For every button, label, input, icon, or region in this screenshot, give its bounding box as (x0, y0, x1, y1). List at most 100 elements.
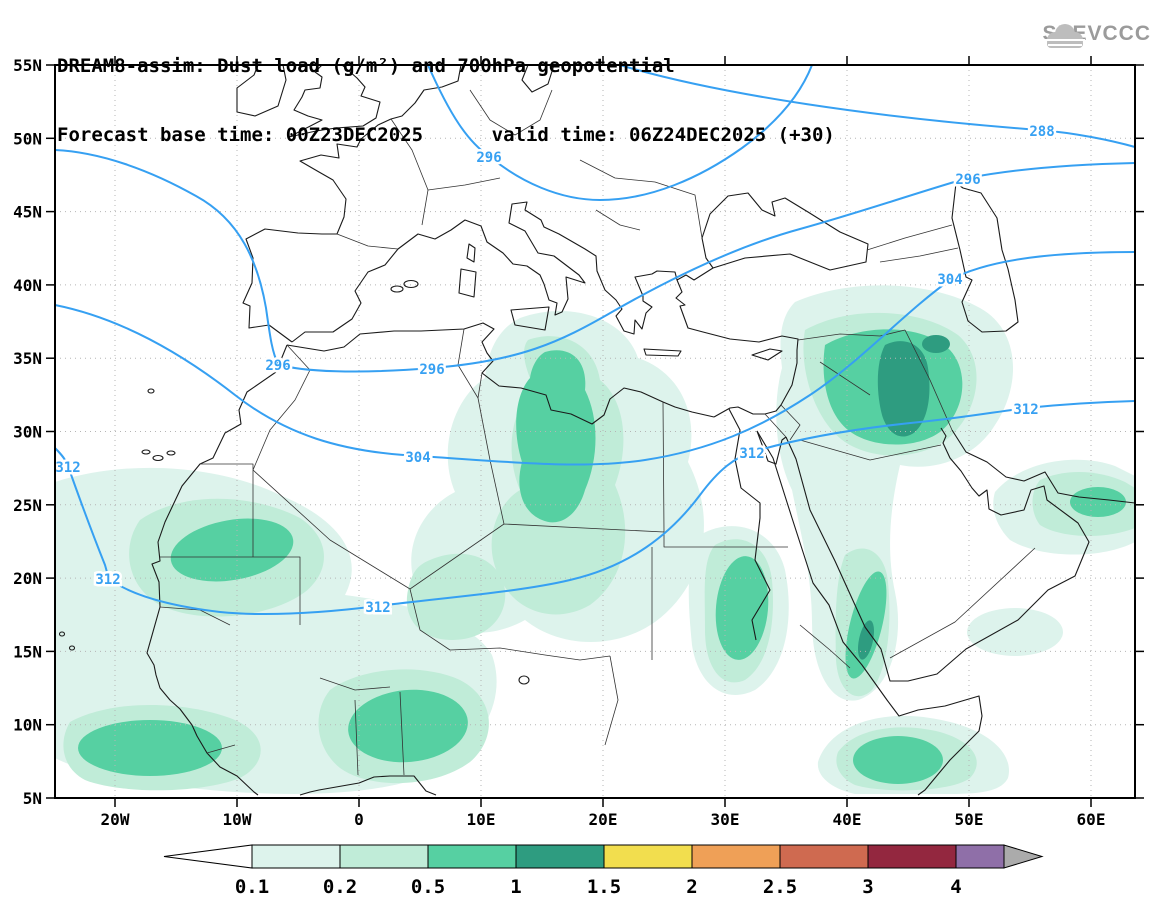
colorbar-tick-label: 0.5 (411, 876, 445, 898)
contour-296-main (54, 149, 1136, 373)
geopotential-label: 304 (405, 450, 430, 466)
geopotential-contours (54, 64, 1136, 616)
cloud-icon (1045, 24, 1086, 48)
colorbar: 0.1 0.2 0.5 1 1.5 2 2.5 3 4 (163, 844, 1044, 898)
colorbar-tick-label: 4 (950, 876, 961, 898)
sicily (510, 306, 550, 331)
corsica (466, 243, 476, 263)
coast-arabia (785, 427, 1090, 682)
lat-label: 20N (13, 569, 42, 588)
geopotential-label: 296 (955, 172, 980, 188)
dust-area-05 (853, 736, 943, 784)
chart-title: DREAM8-assim: Dust load (g/m²) and 700hP… (57, 55, 675, 77)
geopotential-label: 312 (739, 446, 764, 462)
lon-label: 40E (833, 810, 862, 829)
dust-area-10 (922, 335, 950, 353)
lon-label: 10E (467, 810, 496, 829)
coast-mediterranean-north (291, 201, 714, 343)
lat-label: 15N (13, 642, 42, 661)
seevccc-logo: SEEVCCC (1042, 22, 1151, 48)
colorbar-segment (339, 844, 429, 869)
canary-island (141, 449, 151, 455)
dust-area-10 (857, 620, 875, 660)
geopotential-label: 304 (937, 272, 962, 288)
colorbar-tick-label: 2 (686, 876, 697, 898)
coast-ireland (236, 64, 287, 117)
coast-black-sea (701, 192, 869, 271)
coast-britain (288, 64, 381, 138)
madeira-island (147, 388, 155, 394)
colorbar-segment (427, 844, 517, 869)
contour-288 (619, 64, 1136, 148)
dust-area-10-iraq (877, 341, 930, 437)
colorbar-tick-label: 1 (510, 876, 521, 898)
colorbar-segment (603, 844, 693, 869)
geopotential-label: 312 (95, 572, 120, 588)
colorbar-tick-label: 0.1 (235, 876, 269, 898)
coast-gulf-of-guinea (299, 775, 437, 796)
geopotential-label: 312 (1013, 402, 1038, 418)
coast-iran (951, 429, 1136, 504)
colorbar-right-arrow (1003, 844, 1044, 869)
contour-labels: 288 296 296 296 296 304 304 312 312 312 312 312 (53, 122, 1057, 619)
colorbar-segment (691, 844, 781, 869)
geopotential-label: 296 (419, 362, 444, 378)
lat-label: 5N (23, 789, 42, 808)
nile-river (728, 408, 771, 641)
coast-africa-mediterranean (286, 322, 715, 425)
lat-label: 40N (13, 276, 42, 295)
contour-304 (54, 251, 1136, 466)
coast-europe-atlantic (242, 64, 462, 343)
dust-area-05 (516, 350, 596, 523)
colorbar-tick-label: 3 (862, 876, 873, 898)
coast-sweden (521, 64, 555, 93)
crete (643, 348, 682, 357)
balearic-island (390, 285, 404, 293)
geopotential-label: 312 (55, 460, 80, 476)
colorbar-tick-label: 1.5 (587, 876, 621, 898)
canary-island (166, 450, 176, 456)
colorbar-left-arrow (163, 844, 253, 869)
contour-296-trough (427, 64, 813, 202)
lat-label: 10N (13, 716, 42, 735)
dust-area-05 (170, 518, 294, 582)
lat-label: 55N (13, 56, 42, 75)
lat-label: 50N (13, 129, 42, 148)
forecast-times: Forecast base time: 00Z23DEC2025 valid t… (57, 124, 835, 146)
lon-label: 50E (955, 810, 984, 829)
graticule (55, 65, 1135, 798)
colorbar-segment (515, 844, 605, 869)
geopotential-label: 296 (265, 358, 290, 374)
dust-area-05 (78, 720, 222, 776)
colorbar-segment (867, 844, 957, 869)
lat-label: 30N (13, 423, 42, 442)
geopotential-label: 312 (365, 600, 390, 616)
dust-area-05 (348, 689, 468, 763)
lon-label: 20E (589, 810, 618, 829)
chart-titles: DREAM8-assim: Dust load (g/m²) and 700hP… (57, 9, 835, 193)
axes: 55N 50N 45N 40N 35N 30N 25N 20N 15N 10N 5N 20W 10W 0 1… (13, 56, 1144, 829)
dust-area-05 (1070, 487, 1126, 517)
coast-red-sea-west (756, 430, 983, 796)
dust-area-oman (967, 608, 1063, 656)
lon-label: 10W (223, 810, 252, 829)
lake-chad (518, 675, 530, 685)
cape-verde-island (58, 631, 66, 637)
colorbar-segment (955, 844, 1005, 869)
lon-label: 30E (711, 810, 740, 829)
coast-turkey-levant (675, 279, 799, 418)
colorbar-tick-label: 2.5 (763, 876, 797, 898)
lat-label: 25N (13, 496, 42, 515)
lon-label: 60E (1077, 810, 1106, 829)
colorbar-segment (779, 844, 869, 869)
lat-label: 45N (13, 203, 42, 222)
canary-island (152, 454, 164, 462)
dust-shading (55, 285, 1135, 794)
colorbar-tick-label: 0.2 (323, 876, 357, 898)
geopotential-label: 296 (476, 150, 501, 166)
coast-africa-atlantic (146, 344, 288, 796)
cyprus (751, 348, 783, 361)
lat-label: 35N (13, 349, 42, 368)
